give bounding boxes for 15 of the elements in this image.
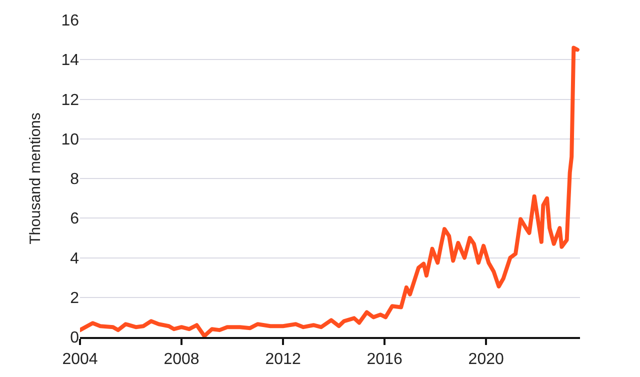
x-tick-label: 2016 [366,351,402,368]
y-axis-title: Thousand mentions [27,112,44,244]
y-tick-label: 16 [61,12,80,30]
y-tick-label: 6 [70,210,80,228]
y-tick-label: 8 [70,171,80,188]
y-tick-label: 2 [70,290,80,307]
x-tick-label: 2020 [468,351,504,368]
x-tick-label: 2012 [265,351,301,368]
x-tick-label: 2008 [164,351,200,368]
y-tick-label: 12 [61,92,80,109]
y-tick-label: 0 [70,330,80,347]
x-tick-label: 2004 [62,351,98,368]
y-tick-label: 4 [70,250,80,268]
y-tick-label: 10 [61,131,80,148]
y-tick-label: 14 [61,52,80,70]
